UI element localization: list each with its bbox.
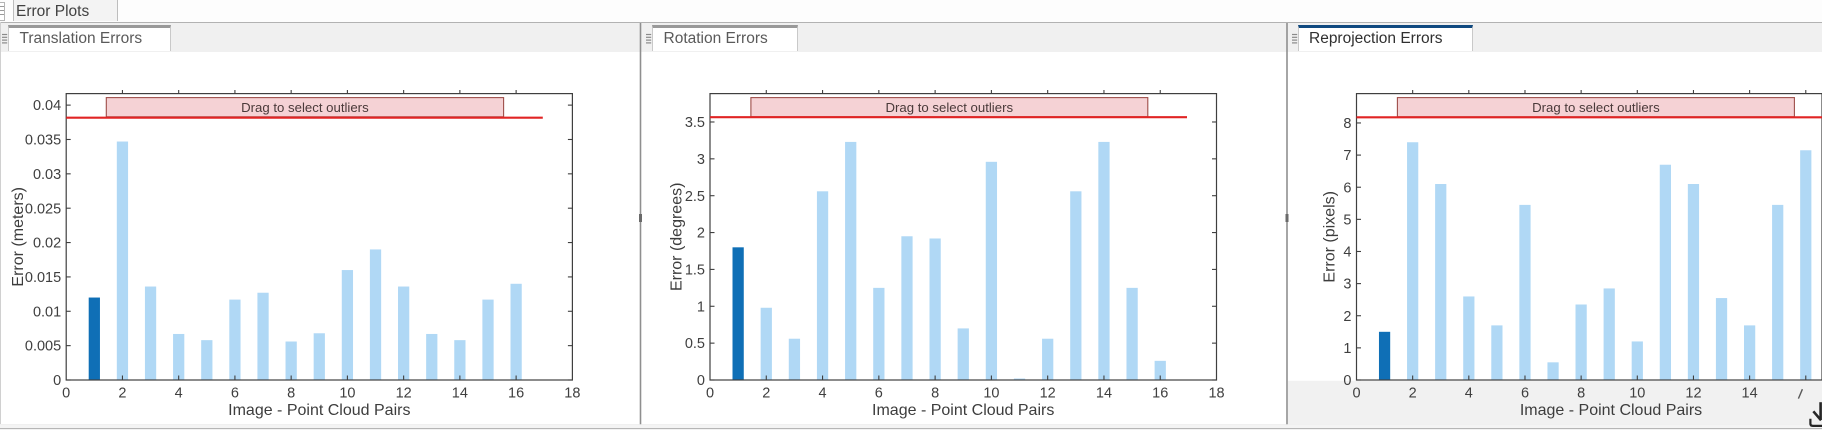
svg-text:6: 6 (231, 386, 239, 402)
svg-text:2.5: 2.5 (685, 189, 705, 205)
svg-text:16: 16 (1152, 386, 1168, 402)
svg-text:2: 2 (118, 386, 126, 402)
svg-text:0: 0 (697, 373, 705, 389)
svg-text:0.01: 0.01 (33, 304, 61, 320)
svg-text:6: 6 (875, 386, 883, 402)
svg-text:3: 3 (697, 152, 705, 168)
svg-text:2: 2 (762, 386, 770, 402)
svg-text:10: 10 (339, 386, 355, 402)
svg-text:4: 4 (819, 386, 827, 402)
svg-text:0: 0 (62, 386, 70, 402)
svg-text:0.025: 0.025 (25, 201, 61, 217)
svg-text:10: 10 (1629, 386, 1645, 402)
svg-text:8: 8 (287, 386, 295, 402)
svg-text:0.035: 0.035 (25, 133, 61, 149)
svg-text:Drag to select outliers: Drag to select outliers (241, 100, 369, 115)
svg-text:6: 6 (1343, 180, 1351, 196)
svg-text:0: 0 (1343, 373, 1351, 389)
svg-text:12: 12 (396, 386, 412, 402)
svg-text:16: 16 (508, 386, 524, 402)
svg-text:1: 1 (697, 299, 705, 315)
svg-text:Drag to select outliers: Drag to select outliers (1532, 100, 1660, 115)
svg-text:2: 2 (1343, 309, 1351, 325)
svg-text:18: 18 (1208, 386, 1224, 402)
svg-text:0.005: 0.005 (25, 339, 61, 355)
svg-text:4: 4 (1343, 245, 1351, 261)
svg-text:Image - Point Cloud Pairs: Image - Point Cloud Pairs (872, 402, 1054, 419)
svg-text:Drag to select outliers: Drag to select outliers (886, 100, 1014, 115)
svg-text:Image - Point Cloud Pairs: Image - Point Cloud Pairs (228, 402, 410, 419)
svg-text:0.5: 0.5 (685, 336, 705, 352)
svg-text:0.04: 0.04 (33, 98, 61, 114)
svg-text:5: 5 (1343, 212, 1351, 228)
svg-text:4: 4 (1465, 386, 1473, 402)
svg-text:8: 8 (1343, 116, 1351, 132)
svg-text:10: 10 (983, 386, 999, 402)
svg-text:12: 12 (1685, 386, 1701, 402)
svg-text:6: 6 (1521, 386, 1529, 402)
svg-text:1: 1 (1343, 341, 1351, 357)
svg-text:14: 14 (452, 386, 468, 402)
svg-text:0.015: 0.015 (25, 270, 61, 286)
svg-text:1.5: 1.5 (685, 262, 705, 278)
svg-text:0: 0 (1352, 386, 1360, 402)
svg-text:Error (meters): Error (meters) (10, 187, 27, 287)
svg-text:2: 2 (697, 226, 705, 242)
svg-text:Error (degrees): Error (degrees) (669, 183, 686, 291)
svg-text:8: 8 (1577, 386, 1585, 402)
svg-text:3.5: 3.5 (685, 115, 705, 131)
svg-text:12: 12 (1040, 386, 1056, 402)
svg-text:0.03: 0.03 (33, 167, 61, 183)
svg-text:Image - Point Cloud Pairs: Image - Point Cloud Pairs (1520, 402, 1702, 419)
svg-text:4: 4 (175, 386, 183, 402)
svg-text:0: 0 (706, 386, 714, 402)
svg-text:Error (pixels): Error (pixels) (1322, 191, 1339, 283)
svg-text:7: 7 (1343, 148, 1351, 164)
svg-text:3: 3 (1343, 277, 1351, 293)
svg-text:14: 14 (1742, 386, 1758, 402)
svg-text:8: 8 (931, 386, 939, 402)
svg-text:0.02: 0.02 (33, 236, 61, 252)
svg-text:14: 14 (1096, 386, 1112, 402)
svg-text:18: 18 (564, 386, 580, 402)
svg-text:0: 0 (53, 373, 61, 389)
svg-text:2: 2 (1409, 386, 1417, 402)
